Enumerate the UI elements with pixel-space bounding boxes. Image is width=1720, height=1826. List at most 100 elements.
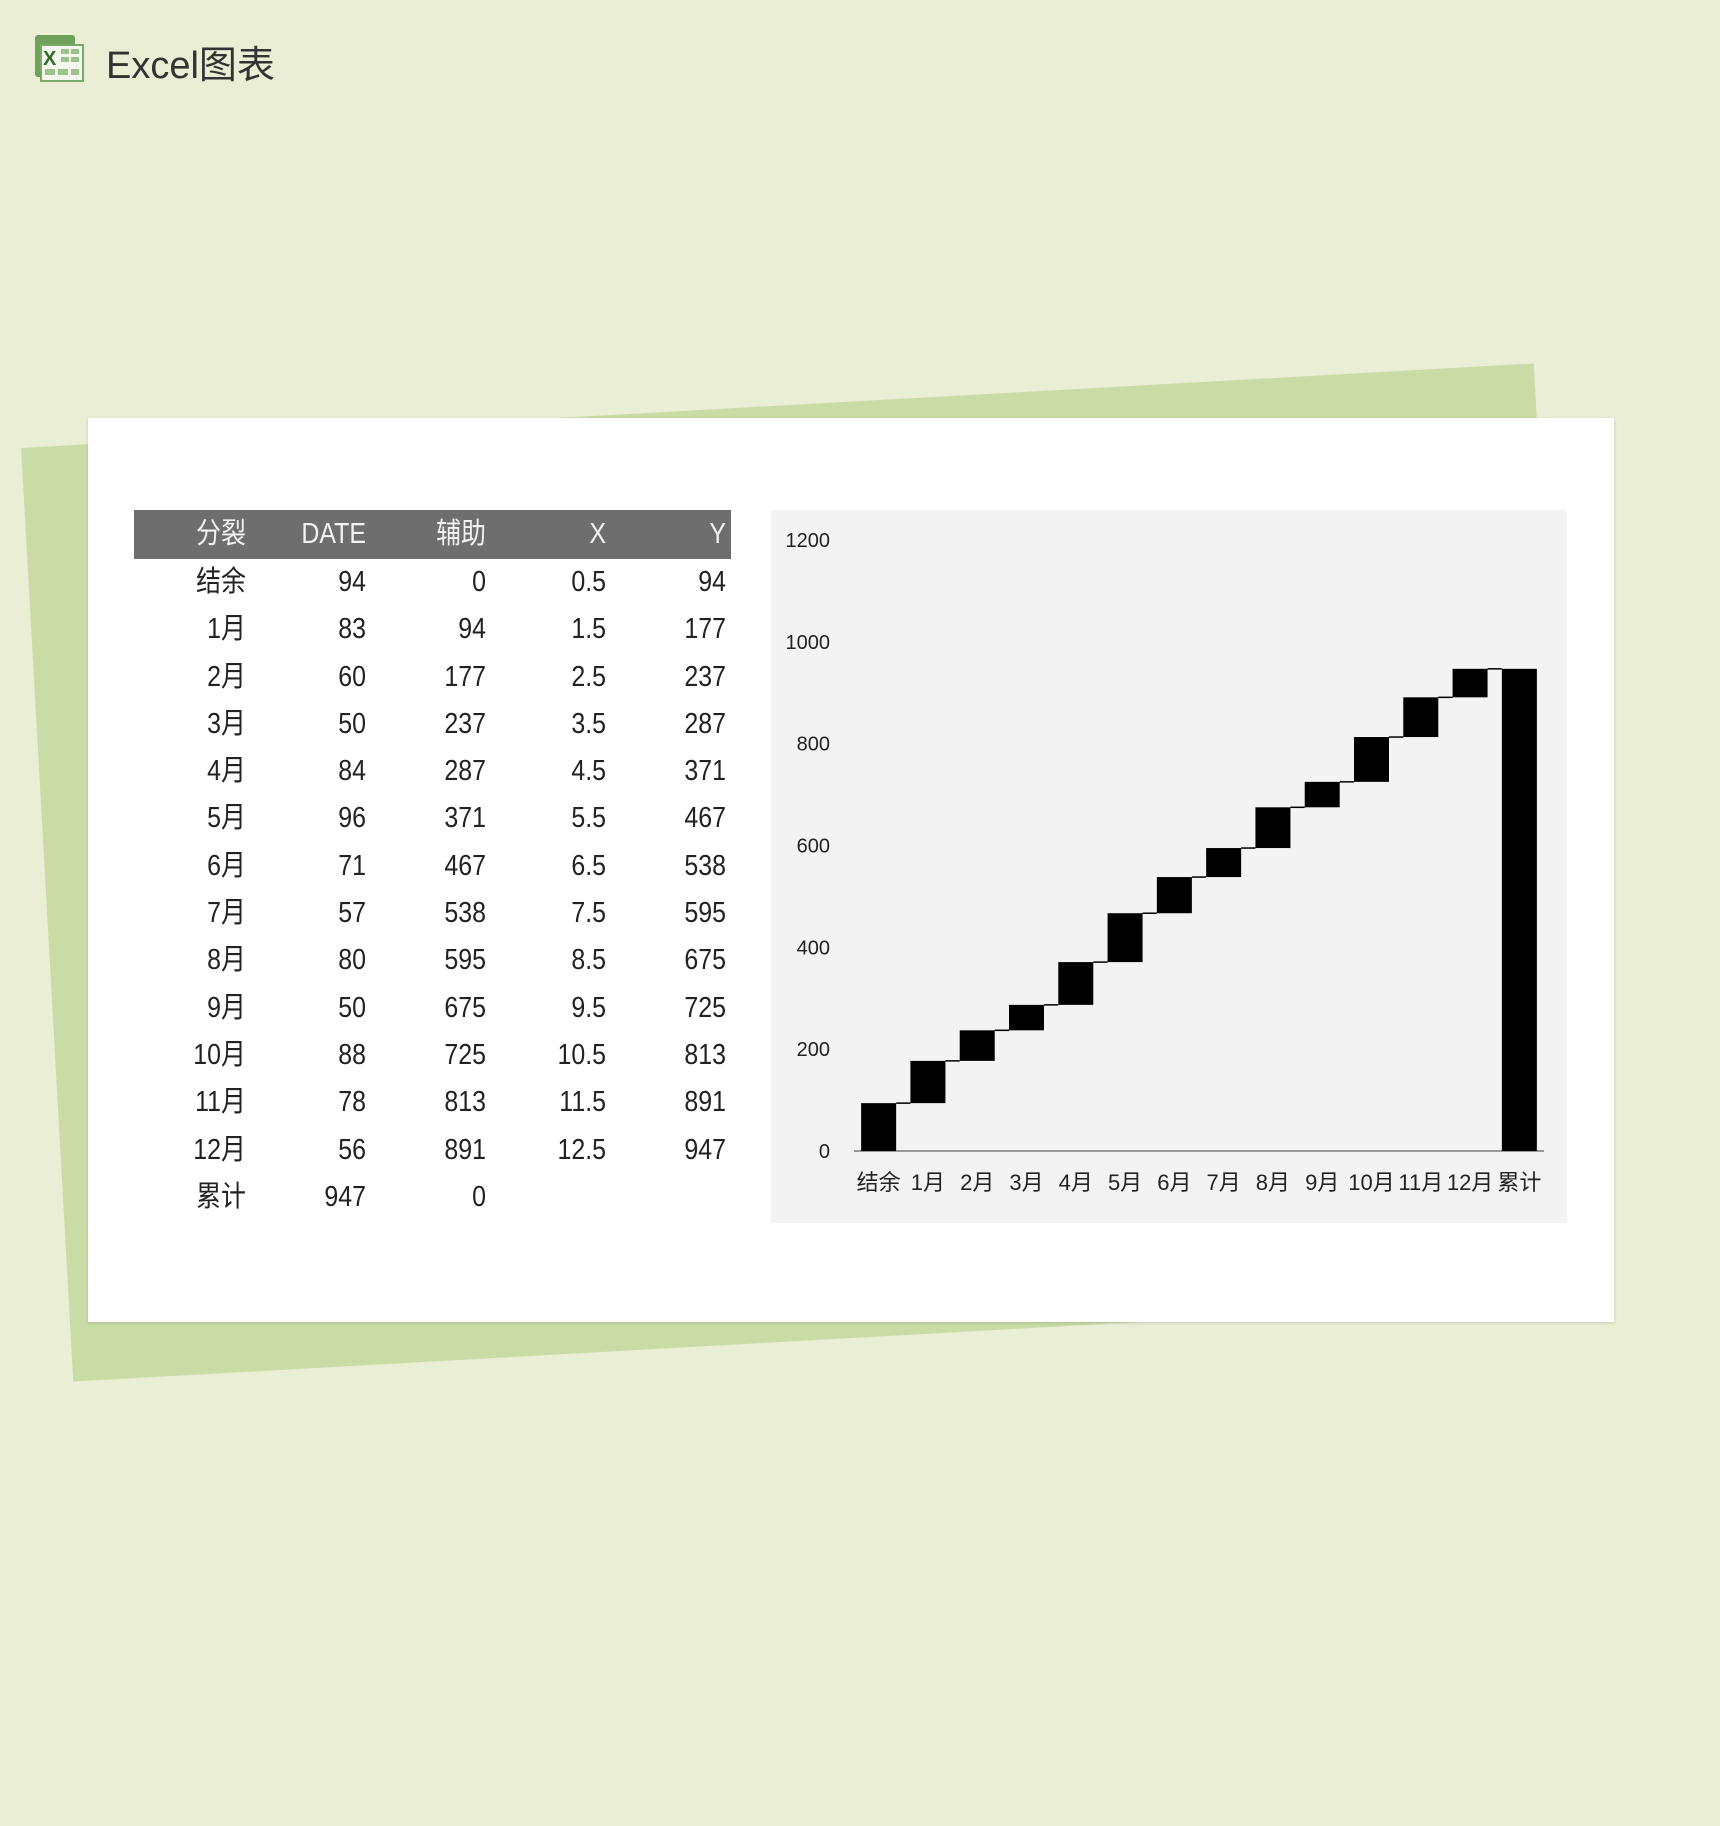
table-cell: 467 (444, 849, 486, 882)
table-cell: 50 (338, 707, 366, 740)
column-header: DATE (301, 518, 366, 550)
table-cell: 891 (444, 1133, 486, 1166)
table-cell: 累计 (196, 1180, 246, 1213)
x-tick-label: 5月 (1108, 1170, 1142, 1195)
x-tick-label: 7月 (1207, 1170, 1241, 1195)
table-cell: 1.5 (571, 613, 606, 646)
bar-10 (1354, 737, 1389, 782)
table-cell: 813 (444, 1086, 486, 1119)
table-row: 2月 60 177 2.5 237 (134, 654, 731, 701)
table-cell: 8.5 (571, 944, 606, 977)
table-cell: 675 (444, 991, 486, 1024)
table-cell: 57 (338, 897, 366, 930)
x-tick-label: 10月 (1348, 1170, 1394, 1195)
column-header: 分裂 (196, 518, 246, 550)
table-row: 12月 56 891 12.5 947 (134, 1127, 731, 1174)
table-cell: 7月 (207, 897, 246, 930)
table-cell: 11.5 (559, 1086, 606, 1119)
table-cell: 5.5 (571, 802, 606, 835)
table-cell: 2.5 (571, 660, 606, 693)
table-cell: 8月 (207, 944, 246, 977)
chart-svg: 0 200 400 600 800 1000 1200 结余 1月 2月 3月 4月 5月 6月 7月 8月 9… (786, 530, 1544, 1195)
table-cell: 78 (338, 1086, 366, 1119)
table-row: 1月 83 94 1.5 177 (134, 606, 731, 653)
bar-2 (959, 1030, 995, 1061)
table-row: 10月 88 725 10.5 813 (134, 1032, 731, 1079)
table-cell: 10月 (193, 1038, 246, 1071)
data-table: 分裂 DATE 辅助 X Y 结余 94 0 0.5 94 1月 83 94 1.5 177 2月 60 177… (134, 510, 731, 1221)
bar-3 (1009, 1004, 1044, 1031)
y-tick-label: 200 (797, 1039, 830, 1061)
table-row: 3月 50 237 3.5 287 (134, 701, 731, 748)
column-header: Y (709, 518, 726, 550)
table-cell: 0 (472, 1180, 486, 1213)
x-tick-label: 12月 (1447, 1170, 1493, 1195)
table-cell: 5月 (207, 802, 246, 835)
x-tick-label: 累计 (1497, 1170, 1541, 1195)
table-cell: 结余 (196, 566, 246, 598)
table-cell: 595 (444, 944, 486, 977)
table-cell: 60 (338, 660, 366, 693)
table-cell: 177 (684, 613, 726, 646)
table-cell: 1月 (207, 613, 246, 646)
table-row: 结余 94 0 0.5 94 (134, 559, 731, 606)
table-cell: 94 (338, 566, 366, 598)
bar-1 (910, 1060, 946, 1104)
column-header: 辅助 (436, 518, 486, 550)
table-cell: 467 (684, 802, 726, 835)
table-cell: 675 (684, 944, 726, 977)
table-cell: 0 (472, 566, 486, 598)
bar-6 (1156, 877, 1192, 914)
x-tick-label: 2月 (960, 1170, 994, 1195)
table-row: 8月 80 595 8.5 675 (134, 937, 731, 984)
table-cell: 50 (338, 991, 366, 1024)
y-tick-label: 1200 (786, 530, 831, 552)
x-tick-label: 8月 (1256, 1170, 1290, 1195)
bar-4 (1058, 962, 1094, 1005)
y-tick-label: 800 (797, 734, 830, 756)
bar-13 (1501, 668, 1537, 1151)
bar-7 (1206, 848, 1242, 878)
table-cell: 0.5 (571, 566, 606, 598)
table-cell: 12.5 (557, 1133, 606, 1166)
table-cell: 9月 (207, 991, 246, 1024)
x-tick-label: 3月 (1009, 1170, 1043, 1195)
table-cell: 94 (698, 566, 726, 598)
table-cell: 12月 (193, 1133, 246, 1166)
waterfall-chart: 0 200 400 600 800 1000 1200 结余 1月 2月 3月 4月 5月 6月 7月 8月 9… (771, 510, 1567, 1223)
table-cell: 80 (338, 944, 366, 977)
table-cell: 371 (684, 755, 726, 788)
table-cell: 177 (444, 660, 486, 693)
table-body: 结余 94 0 0.5 94 1月 83 94 1.5 177 2月 60 177 2.5 237 3月 50 2… (134, 559, 731, 1221)
table-cell: 3月 (207, 707, 246, 740)
table-cell: 813 (684, 1038, 726, 1071)
table-row: 累计 947 0 (134, 1174, 731, 1221)
table-cell: 9.5 (571, 991, 606, 1024)
table-row: 11月 78 813 11.5 891 (134, 1079, 731, 1126)
table-cell: 287 (444, 755, 486, 788)
table-cell: 947 (684, 1133, 726, 1166)
table-cell: 725 (684, 991, 726, 1024)
table-cell: 96 (338, 802, 366, 835)
table-cell: 595 (684, 897, 726, 930)
bar-8 (1255, 807, 1291, 849)
table-cell: 237 (444, 707, 486, 740)
y-tick-label: 1000 (786, 632, 831, 654)
bar-0 (861, 1103, 897, 1151)
excel-icon: X (35, 35, 84, 82)
table-row: 7月 57 538 7.5 595 (134, 890, 731, 937)
table-cell: 10.5 (557, 1038, 606, 1071)
table-cell: 94 (458, 613, 486, 646)
table-cell: 11月 (195, 1086, 246, 1119)
table-row: 5月 96 371 5.5 467 (134, 795, 731, 842)
table-header: 分裂 DATE 辅助 X Y (134, 510, 731, 559)
table-cell: 4月 (207, 755, 246, 788)
table-cell: 7.5 (571, 897, 606, 930)
y-tick-label: 400 (797, 937, 830, 959)
x-tick-label: 9月 (1305, 1170, 1339, 1195)
table-cell: 538 (444, 897, 486, 930)
table-cell: 84 (338, 755, 366, 788)
table-cell: 4.5 (571, 755, 606, 788)
table-cell: 88 (338, 1038, 366, 1071)
table-row: 4月 84 287 4.5 371 (134, 748, 731, 795)
